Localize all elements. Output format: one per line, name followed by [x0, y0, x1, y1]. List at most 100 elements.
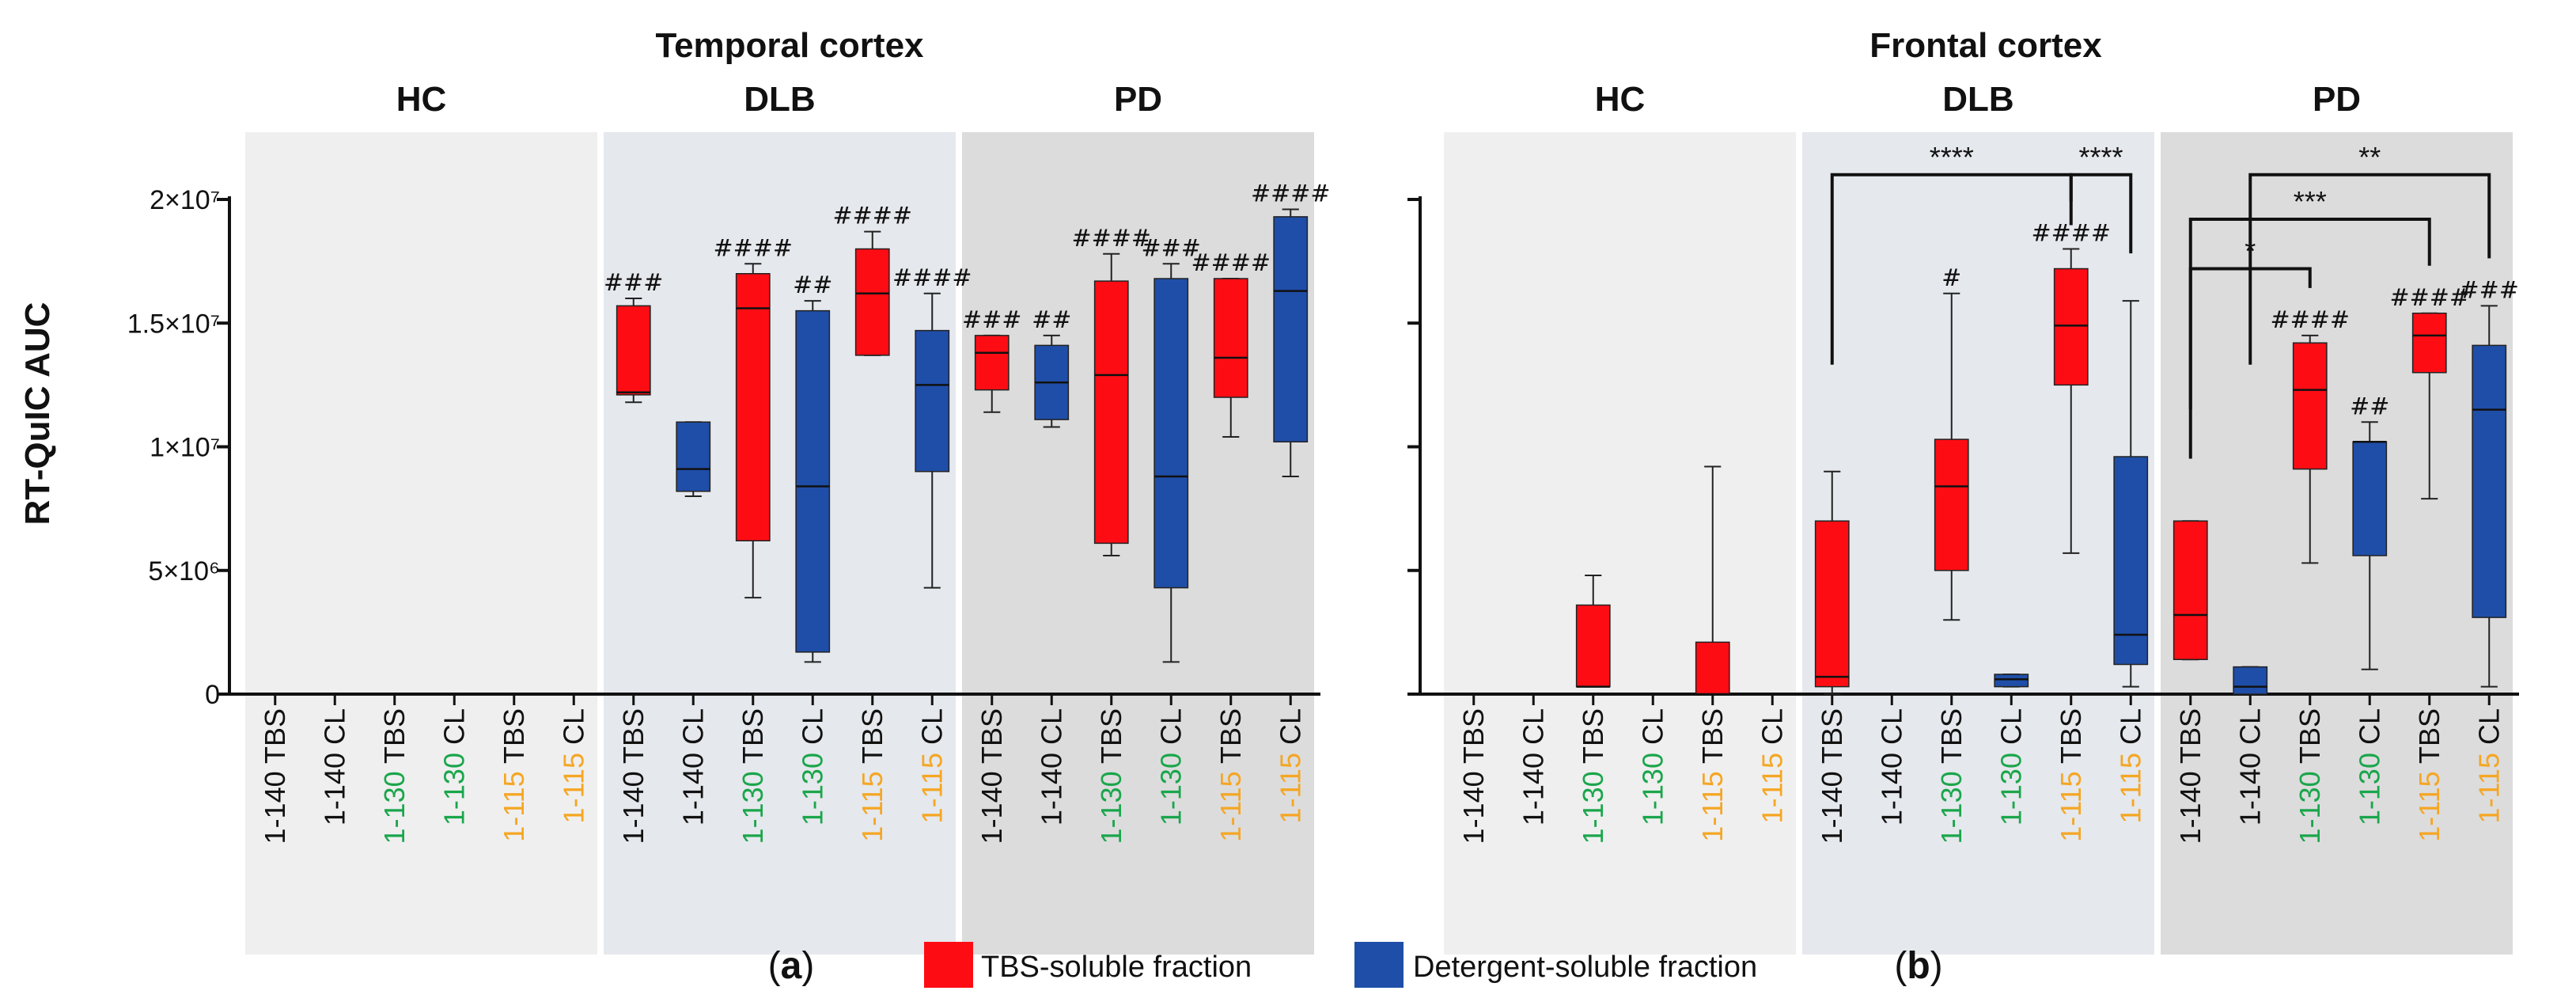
x-tick-label-suffix: TBS [1457, 708, 1490, 771]
x-tick-label-suffix: CL [1035, 708, 1067, 753]
x-tick-label-suffix: TBS [1935, 708, 1968, 771]
x-tick-label-suffix: CL [1995, 708, 2027, 753]
box-iqr [1994, 674, 2029, 688]
box-cl [2233, 666, 2268, 695]
box-iqr [2173, 520, 2208, 660]
x-tick-label-prefix: 1-115 [1274, 753, 1306, 823]
x-tick-label-suffix: TBS [2413, 708, 2445, 771]
box-iqr [1093, 280, 1129, 545]
x-tick-label-suffix: TBS [1095, 708, 1127, 771]
x-tick-label: 1-115 CL [2472, 708, 2505, 823]
x-tick-label-suffix: TBS [856, 708, 888, 771]
x-tick-label: 1-140 CL [676, 708, 709, 826]
box-tbs [2411, 312, 2447, 500]
x-tick-label: 1-140 CL [318, 708, 350, 826]
group-background [604, 132, 956, 955]
x-tick-label: 1-140 TBS [617, 708, 650, 844]
panel-letter: (b) [1894, 945, 1942, 987]
box-tbs [1213, 278, 1248, 438]
x-tick-label-suffix: CL [1517, 708, 1549, 753]
group-background [1802, 132, 2154, 955]
x-tick-label: 1-130 CL [1154, 708, 1187, 826]
box-iqr [2472, 344, 2507, 618]
x-tick-label-suffix: CL [1875, 708, 1907, 753]
x-tick-label: 1-115 TBS [856, 708, 888, 842]
legend-label: Detergent-soluble fraction [1413, 951, 1757, 984]
x-tick-label-suffix: TBS [259, 708, 291, 771]
legend-swatch [1354, 942, 1404, 988]
x-tick-label-prefix: 1-115 [856, 771, 888, 841]
x-tick-label-suffix: TBS [2174, 708, 2207, 771]
x-tick-label-prefix: 1-115 [557, 753, 589, 823]
significance-stars: **** [2078, 141, 2123, 173]
box-cl [2472, 305, 2507, 688]
comparison-bracket [2069, 173, 2133, 254]
box-iqr [854, 248, 890, 356]
box-tbs [1695, 465, 1730, 696]
group-title-pd: PD [2313, 80, 2361, 119]
x-tick-label-prefix: 1-140 [975, 771, 1008, 844]
group-background [2161, 132, 2513, 955]
group-title-dlb: DLB [744, 80, 815, 119]
box-cl [676, 421, 711, 497]
box-iqr [2113, 456, 2149, 666]
x-tick-label: 1-140 TBS [1816, 708, 1848, 844]
x-tick-label-prefix: 1-140 [1035, 753, 1067, 826]
box-iqr [1575, 604, 1611, 688]
x-tick-label: 1-130 CL [2353, 708, 2385, 826]
x-tick-label-prefix: 1-140 [1457, 771, 1490, 844]
x-tick-label-suffix: CL [1154, 708, 1187, 753]
legend-swatch [924, 942, 973, 988]
box-cl [795, 300, 831, 663]
x-tick-label-prefix: 1-140 [1875, 753, 1907, 826]
x-tick-label-prefix: 1-140 [318, 753, 350, 826]
x-tick-label: 1-130 TBS [1577, 708, 1609, 844]
significance-hash: ## [2350, 393, 2389, 420]
box-tbs [974, 334, 1010, 413]
y-tick-label: 2×10⁷ [150, 185, 220, 215]
significance-hash: ### [1142, 234, 1201, 262]
panel-title: Frontal cortex [1869, 26, 2102, 65]
x-tick-label-suffix: TBS [498, 708, 530, 771]
x-tick-label: 1-140 CL [1875, 708, 1907, 826]
box-cl [1994, 674, 2029, 688]
box-iqr [1934, 438, 1969, 571]
x-tick-label-prefix: 1-130 [2353, 753, 2385, 826]
significance-hash: ### [962, 306, 1021, 334]
x-tick-label: 1-115 TBS [2413, 708, 2445, 842]
box-cl [1034, 334, 1070, 428]
x-tick-label: 1-130 CL [796, 708, 828, 826]
box-iqr [616, 305, 651, 396]
significance-hash: #### [713, 234, 793, 262]
panel-letter: (a) [768, 945, 815, 987]
x-tick-label: 1-130 TBS [1935, 708, 1968, 844]
y-tick-label: 1.5×10⁷ [127, 309, 220, 339]
panel-letter-char: a [781, 945, 802, 987]
box-tbs [616, 298, 651, 404]
x-tick-label-suffix: CL [318, 708, 350, 753]
box-iqr [2053, 268, 2089, 386]
y-axis-label: RT-QuIC AUC [18, 302, 57, 526]
x-tick-label-prefix: 1-130 [438, 753, 470, 826]
x-tick-label: 1-140 TBS [975, 708, 1008, 844]
x-tick-label-suffix: TBS [1696, 708, 1729, 771]
group-title-hc: HC [396, 80, 447, 119]
y-tick-label: 1×10⁷ [150, 433, 220, 463]
x-tick-label-prefix: 1-140 [1517, 753, 1549, 826]
x-tick-label-suffix: CL [2472, 708, 2505, 753]
box-tbs [2053, 248, 2089, 554]
significance-hash: #### [2389, 284, 2469, 312]
significance-stars: *** [2294, 185, 2327, 218]
significance-hash: ### [2460, 276, 2519, 304]
group-title-pd: PD [1114, 80, 1162, 119]
x-tick-label: 1-115 TBS [1214, 708, 1247, 842]
panel-title: Temporal cortex [655, 26, 924, 65]
box-tbs [2173, 520, 2208, 661]
x-tick-label-suffix: CL [1274, 708, 1306, 753]
x-tick-label-suffix: TBS [1577, 708, 1609, 771]
x-tick-label: 1-115 TBS [2055, 708, 2087, 842]
significance-stars: ** [2358, 141, 2381, 173]
x-tick-label-suffix: CL [2233, 708, 2266, 753]
x-tick-label: 1-130 CL [1995, 708, 2027, 826]
